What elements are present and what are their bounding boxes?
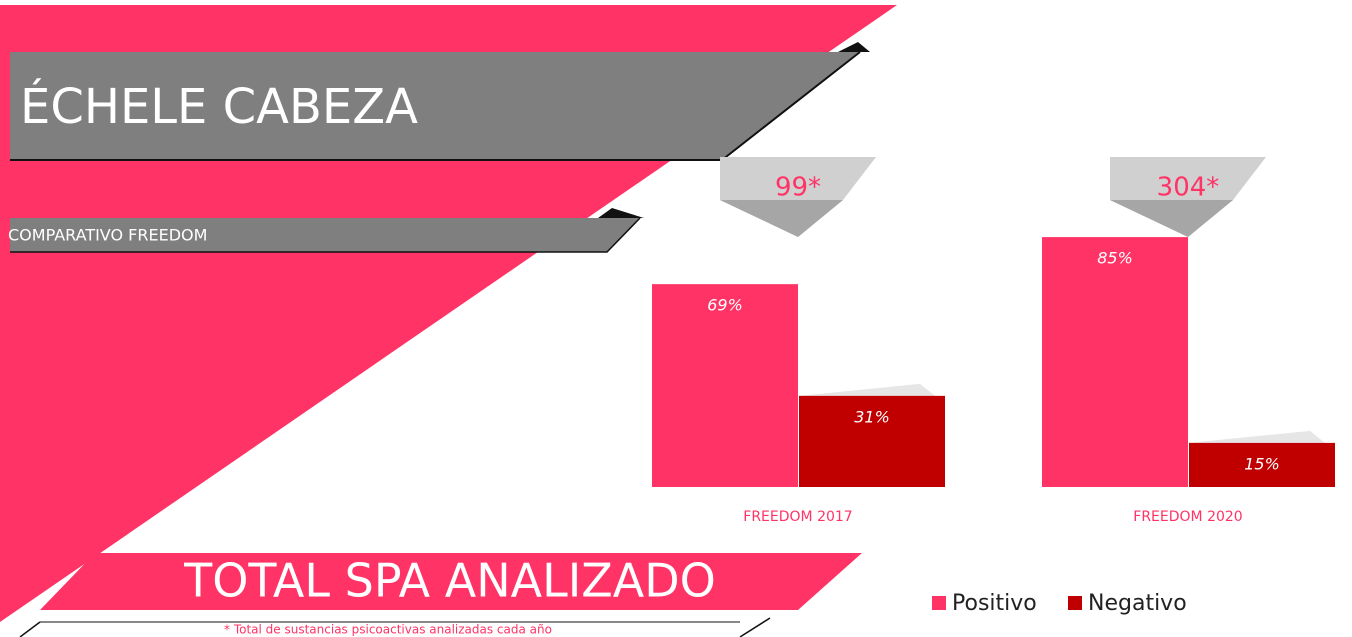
legend-swatch [932,596,946,610]
subtitle-band [10,218,640,252]
bar-shadow [799,383,935,396]
shadow [838,42,870,52]
annotation: 99* [775,173,821,203]
footer-edge [739,617,771,637]
value-label: 69% [707,296,743,315]
legend-swatch [1068,596,1082,610]
bar [1042,237,1188,487]
footer-edge [19,621,41,637]
value-label: 15% [1244,454,1280,473]
bar [799,395,945,487]
annotation-shape [1110,200,1233,237]
title: ÉCHELE CABEZA [20,78,418,135]
legend-label: Positivo [952,591,1037,616]
title-band [10,52,860,160]
subtitle: COMPARATIVO FREEDOM [8,226,207,245]
x-tick-label: FREEDOM 2020 [1133,509,1242,525]
bar-shadow [1189,430,1325,443]
value-label: 31% [854,407,890,426]
annotation-shape [720,200,843,237]
bar [652,284,798,487]
footer-band [40,553,862,610]
value-label: 85% [1097,249,1133,268]
note: * Total de sustancias psicoactivas anali… [224,623,552,637]
subtitle-band-edge [10,217,641,253]
x-tick-label: FREEDOM 2017 [743,509,852,525]
shadow [598,208,644,218]
legend-label: Negativo [1088,591,1187,616]
annotation: 304* [1157,173,1220,203]
bar [1189,442,1335,487]
footer-title: TOTAL SPA ANALIZADO [183,554,716,608]
